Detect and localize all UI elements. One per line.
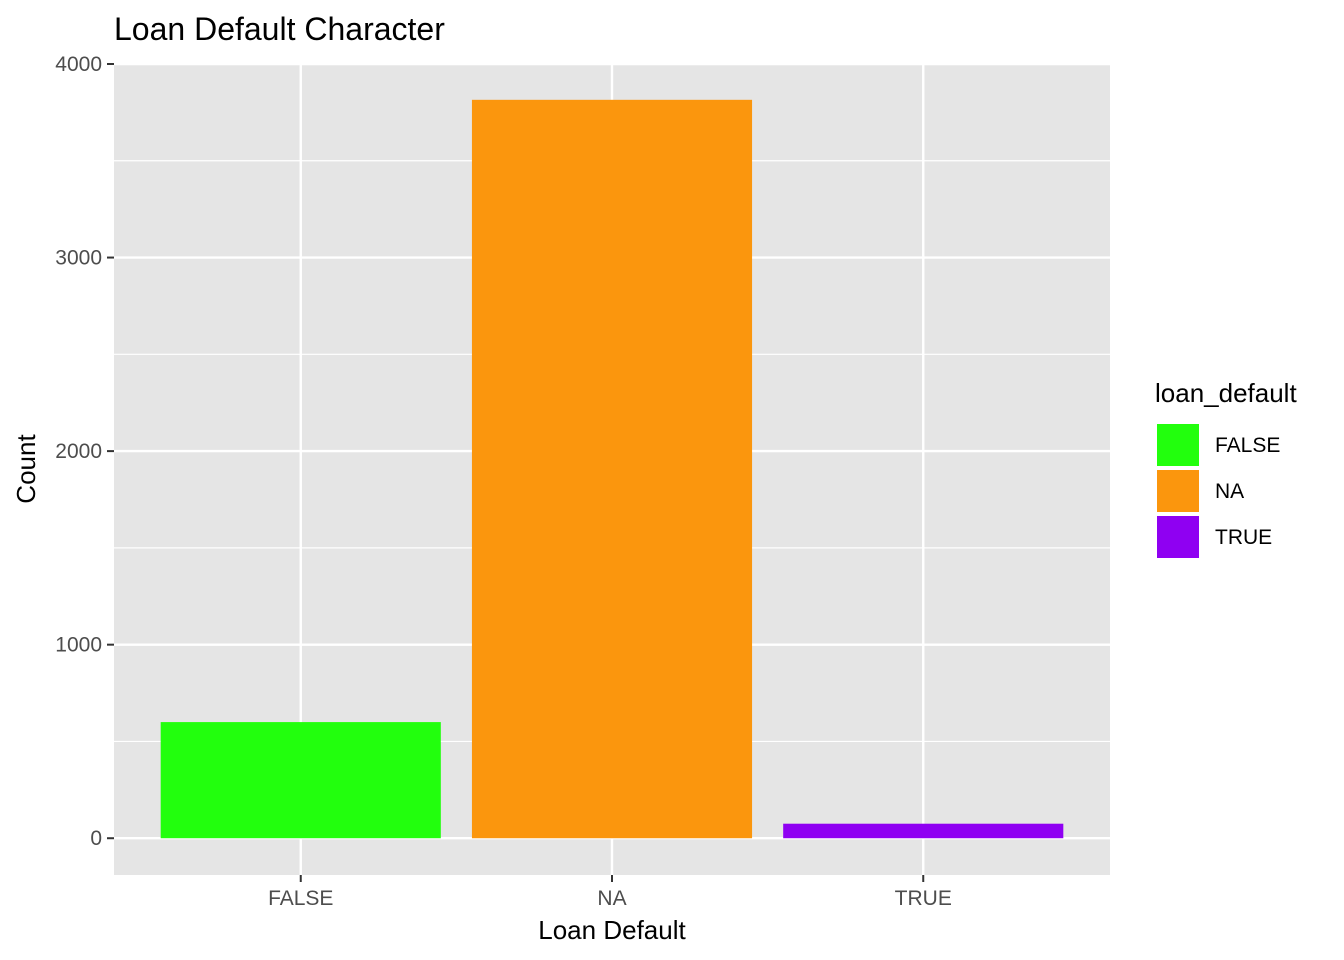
legend-title: loan_default [1155,378,1297,408]
y-tick-label: 2000 [55,440,102,463]
x-tick-label: TRUE [895,887,952,910]
x-tick-label: NA [597,887,626,910]
bar-false [160,722,441,839]
y-tick-label: 1000 [55,634,102,657]
y-tick-label: 0 [90,827,102,850]
y-tick-label: 3000 [55,247,102,270]
x-tick-label: FALSE [268,887,333,910]
bar-na [471,99,753,839]
y-axis-title: Count [11,434,41,504]
legend-label: TRUE [1215,526,1272,549]
y-tick-label: 4000 [55,53,102,76]
x-axis-title: Loan Default [538,915,686,945]
y-axis: 0 1000 2000 3000 4000 [55,53,114,850]
x-axis: FALSE NA TRUE [268,875,952,910]
legend-label: FALSE [1215,434,1280,457]
legend-swatch-na [1157,470,1199,512]
chart-title: Loan Default Character [114,11,445,47]
legend: loan_default FALSE NA TRUE [1155,378,1297,560]
legend-label: NA [1215,480,1244,503]
legend-swatch-true [1157,516,1199,558]
legend-swatch-false [1157,424,1199,466]
bar-true [783,823,1064,839]
bars [160,99,1064,839]
